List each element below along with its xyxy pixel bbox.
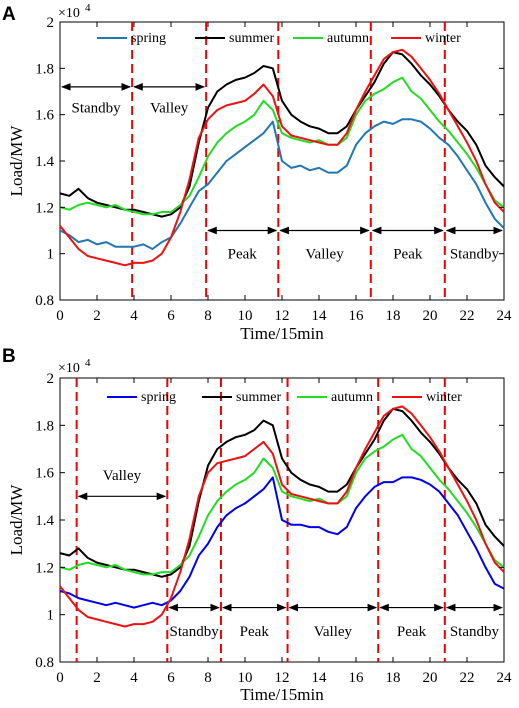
panel-b: B ×10 4 Valley Standby Peak Valley Peak Stand… bbox=[2, 346, 512, 704]
x-tick-label: 18 bbox=[386, 308, 401, 324]
phase-label: Standby bbox=[450, 624, 500, 640]
x-tick-label: 4 bbox=[130, 670, 138, 686]
y-tick-label: 1.8 bbox=[35, 61, 54, 77]
panel-a-exponent-power: 4 bbox=[85, 2, 91, 14]
y-tick-label: 2 bbox=[47, 371, 55, 387]
phase-label: Standby bbox=[170, 624, 220, 640]
phase-label: Peak bbox=[228, 247, 258, 263]
y-tick-label: 1.4 bbox=[35, 154, 54, 170]
x-tick-label: 8 bbox=[204, 670, 212, 686]
panel-a-exponent: ×10 4 bbox=[58, 2, 91, 21]
x-tick-label: 12 bbox=[275, 670, 290, 686]
x-tick-label: 0 bbox=[56, 308, 64, 324]
series-line-spring bbox=[59, 118, 505, 250]
y-tick-label: 1 bbox=[47, 247, 55, 263]
series-line-autumn bbox=[59, 76, 505, 216]
x-tick-label: 22 bbox=[460, 308, 475, 324]
x-tick-label: 8 bbox=[204, 308, 212, 324]
x-tick-label: 14 bbox=[312, 308, 328, 324]
legend-label-spring: spring bbox=[141, 390, 176, 405]
panel-a-x-axis-title: Time/15min bbox=[240, 324, 324, 343]
x-tick-label: 24 bbox=[497, 308, 513, 324]
x-tick-label: 2 bbox=[93, 670, 101, 686]
series-line-winter bbox=[59, 48, 505, 267]
phase-label: Peak bbox=[397, 624, 427, 640]
x-tick-label: 2 bbox=[93, 308, 101, 324]
y-tick-label: 0.8 bbox=[35, 655, 54, 671]
panel-b-series bbox=[59, 405, 505, 628]
panel-b-y-axis-title: Load/MW bbox=[7, 484, 26, 556]
panel-b-phase-annotations: Valley Standby Peak Valley Peak Standby bbox=[77, 468, 503, 640]
x-tick-label: 0 bbox=[56, 670, 64, 686]
phase-label: Peak bbox=[393, 247, 423, 263]
phase-label: Valley bbox=[103, 468, 142, 484]
y-tick-label: 2 bbox=[47, 15, 55, 31]
panel-b-exponent: ×10 4 bbox=[58, 357, 91, 376]
panel-b-exponent-base: ×10 bbox=[58, 361, 80, 376]
legend-label-summer: summer bbox=[236, 390, 281, 405]
legend-label-winter: winter bbox=[425, 31, 461, 46]
panel-a-series bbox=[59, 48, 505, 267]
x-tick-label: 6 bbox=[167, 308, 175, 324]
panel-a-phase-dividers bbox=[131, 22, 446, 300]
legend-label-autumn: autumn bbox=[327, 31, 369, 46]
phase-label: Valley bbox=[305, 247, 344, 263]
series-line-summer bbox=[59, 51, 505, 218]
phase-label: Valley bbox=[314, 624, 353, 640]
panel-b-x-axis-title: Time/15min bbox=[240, 685, 324, 704]
x-tick-label: 20 bbox=[423, 670, 438, 686]
panel-a-x-ticks: 0 2 4 6 8 10 12 14 16 18 20 22 24 bbox=[56, 22, 512, 324]
series-line-spring bbox=[59, 476, 505, 609]
y-tick-label: 1.6 bbox=[35, 466, 54, 482]
x-tick-label: 4 bbox=[130, 308, 138, 324]
y-tick-label: 1.8 bbox=[35, 418, 54, 434]
y-tick-label: 1.2 bbox=[35, 200, 54, 216]
panel-a-legend: spring summer autumn winter bbox=[97, 31, 461, 46]
y-tick-label: 1.4 bbox=[35, 513, 54, 529]
x-tick-label: 16 bbox=[349, 670, 365, 686]
phase-label: Valley bbox=[150, 101, 189, 117]
x-tick-label: 10 bbox=[238, 308, 253, 324]
x-tick-label: 16 bbox=[349, 308, 365, 324]
x-tick-label: 14 bbox=[312, 670, 328, 686]
series-line-winter bbox=[59, 405, 505, 628]
legend-label-spring: spring bbox=[131, 31, 166, 46]
panel-a-exponent-base: ×10 bbox=[58, 6, 80, 21]
panel-b-exponent-power: 4 bbox=[85, 357, 91, 369]
phase-label: Standby bbox=[71, 101, 121, 117]
phase-label: Standby bbox=[450, 247, 500, 263]
panel-b-phase-dividers bbox=[75, 378, 446, 662]
y-tick-label: 1 bbox=[47, 608, 55, 624]
legend-label-summer: summer bbox=[229, 31, 274, 46]
panel-b-y-ticks: 0.8 1 1.2 1.4 1.6 1.8 2 bbox=[35, 371, 504, 671]
x-tick-label: 22 bbox=[460, 670, 475, 686]
legend-label-winter: winter bbox=[426, 390, 462, 405]
panel-b-letter: B bbox=[2, 346, 16, 367]
x-tick-label: 18 bbox=[386, 670, 401, 686]
legend-label-autumn: autumn bbox=[331, 390, 373, 405]
x-tick-label: 6 bbox=[167, 670, 175, 686]
panel-a-y-ticks: 0.8 1 1.2 1.4 1.6 1.8 2 bbox=[35, 15, 504, 309]
panel-a-phase-annotations: Standby Valley Peak Valley Peak Standby bbox=[61, 83, 503, 263]
panel-b-x-ticks: 0 2 4 6 8 10 12 14 16 18 20 22 24 bbox=[56, 378, 512, 686]
y-tick-label: 1.6 bbox=[35, 108, 54, 124]
x-tick-label: 12 bbox=[275, 308, 290, 324]
panel-b-legend: spring summer autumn winter bbox=[107, 390, 462, 405]
series-line-autumn bbox=[59, 433, 505, 576]
series-line-summer bbox=[59, 407, 505, 578]
panel-a-letter: A bbox=[2, 4, 16, 25]
x-tick-label: 10 bbox=[238, 670, 253, 686]
panel-a-y-axis-title: Load/MW bbox=[7, 125, 26, 197]
y-tick-label: 1.2 bbox=[35, 560, 54, 576]
x-tick-label: 24 bbox=[497, 670, 513, 686]
x-tick-label: 20 bbox=[423, 308, 438, 324]
y-tick-label: 0.8 bbox=[35, 293, 54, 309]
phase-label: Peak bbox=[240, 624, 270, 640]
